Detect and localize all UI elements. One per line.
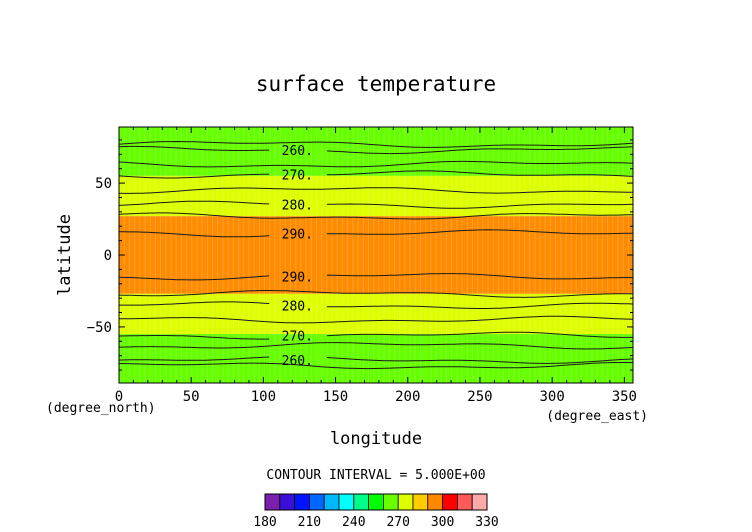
- colorbar-bin: [308, 493, 325, 511]
- contour-line-265: [119, 160, 633, 168]
- colorbar-bin: [427, 493, 443, 511]
- colorbar-bin: [323, 493, 340, 511]
- colorbar-bin: [456, 493, 473, 511]
- contour-line-280: [326, 302, 633, 309]
- contour-label: 280.: [282, 299, 313, 314]
- colorbar-bin: [412, 493, 429, 511]
- contour-line-275: [119, 315, 633, 324]
- contour-line-280: [119, 301, 270, 306]
- contour-line-290: [326, 273, 633, 280]
- contour-line-290: [119, 275, 270, 281]
- contour-line-255: [119, 362, 633, 370]
- chart-title: surface temperature: [256, 72, 496, 96]
- colorbar-bin: [397, 493, 414, 511]
- x-tick-label: 150: [323, 389, 348, 405]
- contour-label: 270.: [282, 330, 313, 345]
- colorbar-tick-label: 330: [475, 515, 498, 530]
- colorbar-bin: [279, 493, 295, 511]
- contour-line-270: [326, 331, 633, 338]
- y-tick-label: 0: [104, 248, 112, 264]
- x-tick-label: 100: [251, 389, 276, 405]
- filled-band-3: [119, 293, 633, 335]
- x-tick-label: 300: [539, 389, 564, 405]
- contour-line-255: [119, 140, 633, 148]
- y-unit-label: (degree_north): [46, 401, 156, 416]
- contour-labels: 260. 270. 280. 290. 290. 280. 270. 260.: [282, 144, 313, 369]
- contour-line-290: [119, 231, 270, 238]
- colorbar-bin: [294, 493, 310, 511]
- colorbar-tick-label: 300: [431, 515, 454, 530]
- filled-band-1: [119, 175, 633, 217]
- contour-line-260: [119, 145, 270, 151]
- colorbar-tick-label: 240: [342, 515, 365, 530]
- colorbar-frame: [264, 493, 488, 511]
- filled-band-4: [119, 334, 633, 383]
- colorbar-bin: [442, 493, 458, 511]
- y-tick-label: 50: [95, 176, 112, 192]
- contour-line-290: [326, 229, 633, 235]
- filled-band-0: [119, 127, 633, 176]
- colorbar-tick-label: 180: [253, 515, 276, 530]
- contour-line-260: [119, 356, 270, 361]
- y-tick-label: −50: [87, 320, 112, 336]
- x-tick-label: 350: [612, 389, 637, 405]
- x-tick-label: 200: [395, 389, 420, 405]
- plot-area: [119, 127, 633, 383]
- filled-band-2: [119, 216, 633, 294]
- contour-line-260: [326, 357, 633, 364]
- x-axis-label: longitude: [330, 429, 422, 449]
- contour-label: 260.: [282, 144, 313, 159]
- contour-line-260: [326, 146, 633, 155]
- contour-line-270: [119, 335, 270, 340]
- contour-label: 290.: [282, 271, 313, 286]
- contour-line-280: [119, 200, 270, 206]
- colorbar-bin: [382, 493, 399, 511]
- contour-line-285: [119, 212, 633, 220]
- contour-line-270: [326, 170, 633, 177]
- x-unit-label: (degree_east): [546, 409, 648, 424]
- contour-line-275: [119, 187, 633, 194]
- axes: 0 50 100 150 200 250 300 350 −50 0 50: [87, 127, 637, 405]
- colorbar-bin: [353, 493, 369, 511]
- colorbar-tick-label: 210: [298, 515, 321, 530]
- contour-label: 260.: [282, 354, 313, 369]
- x-tick-label: 250: [467, 389, 492, 405]
- shading-texture: [119, 127, 629, 383]
- contour-label: 280.: [282, 199, 313, 214]
- contour-label: 290.: [282, 227, 313, 242]
- colorbar-bin: [338, 493, 355, 511]
- colorbar-bin: [471, 493, 488, 511]
- contour-line-280: [326, 203, 633, 209]
- x-tick-label: 0: [115, 389, 123, 405]
- contour-line-285: [119, 290, 633, 298]
- colorbar: 180 210 240 270 300 330: [253, 493, 499, 530]
- contour-line-265: [119, 342, 633, 350]
- colorbar-bin: [264, 493, 281, 511]
- colorbar-tick-label: 270: [386, 515, 409, 530]
- colorbar-bin: [368, 493, 384, 511]
- contour-line-270: [119, 173, 270, 179]
- y-axis-label: latitude: [55, 214, 75, 296]
- contour-lines: [119, 140, 633, 370]
- x-tick-label: 50: [183, 389, 200, 405]
- contour-interval-text: CONTOUR INTERVAL = 5.000E+00: [266, 468, 485, 483]
- contour-label: 270.: [282, 168, 313, 183]
